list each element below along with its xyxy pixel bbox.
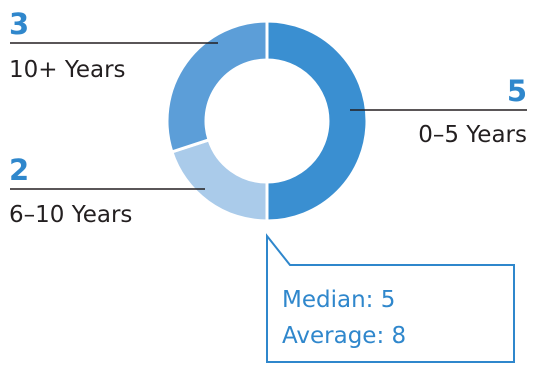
callout-box — [266, 233, 515, 363]
median-label: Median: 5 — [282, 287, 395, 313]
count-10plus: 3 — [9, 7, 29, 41]
slice-10plus — [165, 19, 269, 154]
average-label: Average: 8 — [282, 323, 406, 349]
donut-slices — [165, 19, 369, 223]
label-6-10: 6–10 Years — [9, 202, 132, 228]
count-0-5: 5 — [507, 74, 527, 108]
count-6-10: 2 — [9, 153, 29, 187]
slice-6-10 — [170, 137, 269, 223]
slice-0-5 — [265, 19, 369, 223]
label-0-5: 0–5 Years — [418, 122, 527, 148]
label-10plus: 10+ Years — [9, 57, 126, 83]
